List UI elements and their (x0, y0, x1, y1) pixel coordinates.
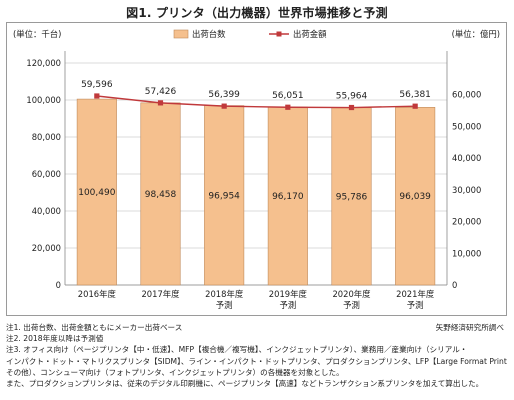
bar-value-label: 100,490 (78, 188, 115, 198)
x-tick-label: 2018年度 (205, 289, 244, 299)
line-point (94, 93, 100, 99)
y-left-tick-label: 0 (56, 280, 61, 290)
bar-value-label: 96,170 (272, 192, 304, 202)
y-right-tick-label: 10,000 (452, 248, 481, 258)
bar-value-label: 98,458 (145, 190, 177, 200)
line-point (412, 103, 418, 109)
line-value-label: 55,964 (336, 92, 368, 102)
line-value-label: 57,426 (145, 87, 177, 97)
notes: 注1. 出荷台数、出荷金額ともにメーカー出荷ベース 注2. 2018年度以降は予… (6, 322, 507, 389)
note-line: 注2. 2018年度以降は予測値 (6, 334, 104, 344)
y-left-tick-label: 20,000 (32, 243, 61, 253)
bar (76, 98, 117, 286)
line-point (348, 104, 355, 111)
y-right-tick-label: 20,000 (452, 217, 481, 227)
legend-swatch-bar (173, 29, 189, 39)
chart-title: 図1. プリンタ（出力機器）世界市場推移と予測 (126, 6, 388, 20)
y-left-unit-label: (単位：千台) (13, 29, 61, 39)
bar-value-label: 96,039 (399, 192, 431, 202)
chart-frame: 0 20,000 40,000 60,000 80,000 100,000 120,000 0… (6, 22, 507, 316)
x-tick-label: 2019年度 (269, 289, 308, 299)
y-right-tick-label: 0 (452, 280, 457, 290)
chart-svg: 0 20,000 40,000 60,000 80,000 100,000 120,000 0… (13, 29, 500, 310)
bar (140, 102, 181, 286)
x-tick-label: 2017年度 (141, 289, 180, 299)
x-tick-label: 2020年度 (332, 289, 371, 299)
y-right-unit-label: (単位：億円) (452, 29, 500, 39)
note-line: その他）、コンシューマ向け（フォトプリンタ、インクジェットプリンタ）の各機器を対… (6, 367, 344, 377)
note-line: 注1. 出荷台数、出荷金額ともにメーカー出荷ベース (6, 323, 183, 332)
bar (331, 107, 372, 286)
x-tick-label: 2021年度 (396, 289, 435, 299)
legend-marker (276, 31, 282, 37)
line-value-label: 56,381 (399, 90, 431, 100)
x-tick-label: 予測 (216, 300, 233, 310)
line-point (221, 103, 227, 109)
x-tick-label: 予測 (279, 300, 296, 310)
line-point (157, 100, 164, 106)
y-right-tick-label: 50,000 (452, 121, 481, 131)
source-note: 矢野経済研究所調べ (435, 323, 504, 332)
line-value-label: 59,596 (81, 80, 113, 90)
line-value-label: 56,399 (208, 90, 240, 100)
note-line: また、プロダクションプリンタは、従来のデジタル印刷機に、ページプリンタ【高速】な… (6, 379, 484, 389)
bar (267, 106, 308, 286)
x-tick-label: 予測 (407, 300, 424, 310)
bar-value-label: 95,786 (336, 192, 368, 202)
note-line: インパクト・ドット・マトリクスプリンタ【SIDM】、ライン・インパクト・ドットプ… (6, 356, 507, 366)
y-left-tick-label: 80,000 (32, 132, 61, 142)
y-left-tick-label: 100,000 (26, 95, 61, 105)
y-right-tick-label: 60,000 (452, 90, 481, 100)
bar (204, 105, 245, 286)
y-right-tick-label: 40,000 (452, 153, 481, 163)
y-left-tick-label: 120,000 (26, 58, 61, 68)
legend-label: 出荷金額 (293, 29, 327, 39)
y-left-tick-label: 40,000 (32, 206, 61, 216)
bar-value-label: 96,954 (208, 191, 240, 201)
note-line: 注3. オフィス向け（ページプリンタ【中・低速】、MFP【複合機／複写機】、イン… (6, 345, 468, 355)
x-tick-label: 予測 (343, 300, 360, 310)
y-right-tick-label: 30,000 (452, 185, 481, 195)
x-tick-label: 2016年度 (78, 289, 117, 299)
y-left-tick-label: 60,000 (32, 169, 61, 179)
line-point (285, 104, 291, 110)
legend-label: 出荷台数 (192, 29, 226, 39)
series-line (96, 95, 416, 109)
line-value-label: 56,051 (272, 91, 304, 101)
